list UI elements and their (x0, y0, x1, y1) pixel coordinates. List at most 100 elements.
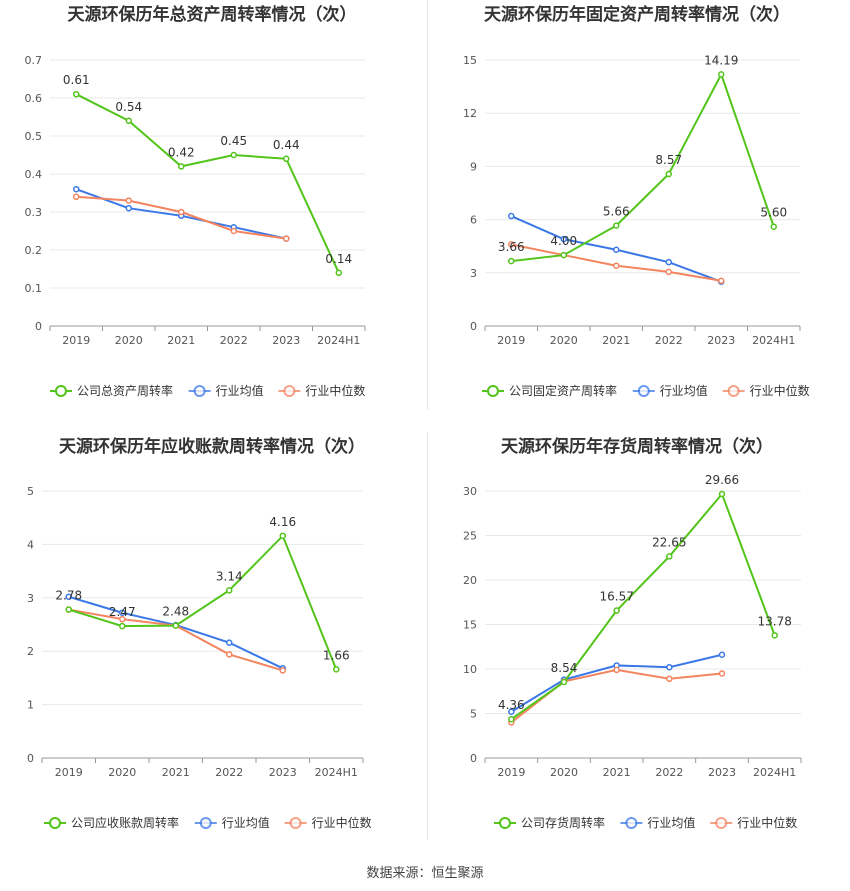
data-point-company (718, 71, 725, 78)
x-tick-label: 2020 (115, 334, 143, 347)
data-point-avg (508, 708, 515, 715)
legend-item-company: 公司存货周转率 (494, 815, 605, 830)
data-point-avg (226, 639, 233, 646)
y-tick-label: 0.5 (25, 130, 43, 143)
legend-marker-icon (637, 385, 650, 397)
legend-marker-icon (625, 817, 638, 829)
x-tick-label: 2021 (162, 766, 190, 779)
legend-item-avg: 行业均值 (620, 815, 695, 830)
legend-label: 公司固定资产周转率 (509, 383, 617, 398)
data-point-company (125, 117, 132, 125)
y-tick-label: 30 (463, 485, 477, 498)
legend-marker-icon (55, 385, 67, 397)
data-point-company (718, 490, 726, 498)
data-point-company (560, 678, 568, 686)
data-point-company (178, 163, 185, 170)
y-tick-label: 0.7 (25, 54, 43, 67)
data-label: 22.65 (652, 535, 686, 549)
data-label: 4.00 (550, 234, 577, 248)
y-tick-label: 0.3 (25, 206, 43, 219)
y-tick-label: 0 (35, 320, 42, 333)
data-point-avg (508, 212, 515, 220)
data-label: 4.16 (269, 515, 296, 529)
data-point-company (65, 606, 72, 613)
data-point-avg (666, 663, 673, 671)
x-tick-label: 2023 (272, 334, 300, 347)
y-tick-label: 0 (470, 320, 477, 333)
data-point-company (560, 251, 567, 259)
data-label: 3.14 (216, 569, 243, 583)
x-tick-label: 2019 (497, 766, 525, 779)
data-label: 8.54 (551, 661, 578, 675)
legend-item-median: 行业中位数 (710, 815, 797, 830)
data-point-company (226, 587, 233, 594)
data-point-avg (665, 258, 672, 266)
y-tick-label: 0.4 (25, 168, 43, 181)
x-tick-label: 2023 (269, 766, 297, 779)
data-point-avg (119, 609, 126, 617)
data-point-median (613, 262, 620, 269)
data-point-avg (65, 593, 72, 600)
data-point-avg (125, 204, 132, 212)
x-tick-label: 2024H1 (315, 766, 358, 779)
y-tick-label: 5 (470, 708, 477, 721)
data-point-median (119, 615, 126, 623)
data-label: 16.57 (599, 590, 633, 604)
data-label: 5.66 (603, 205, 630, 219)
y-tick-label: 15 (463, 54, 477, 67)
data-point-avg (718, 651, 726, 659)
data-label: 0.61 (63, 73, 90, 87)
data-label: 0.14 (325, 252, 352, 266)
x-tick-label: 2024H1 (753, 766, 796, 779)
legend-item-avg: 行业均值 (188, 383, 264, 398)
data-point-company (279, 532, 286, 540)
data-point-company (333, 666, 340, 673)
data-label: 14.19 (704, 53, 738, 67)
y-tick-label: 3 (470, 267, 477, 280)
chart-title: 天源环保历年总资产周转率情况（次） (68, 4, 357, 25)
data-point-company (770, 223, 777, 230)
legend-label: 公司应收账款周转率 (71, 815, 179, 830)
data-point-median (283, 235, 290, 242)
data-point-median (665, 268, 672, 276)
legend-marker-icon (49, 817, 61, 829)
data-point-median (508, 241, 515, 248)
x-tick-label: 2021 (602, 334, 630, 347)
legend-marker-icon (283, 385, 296, 397)
x-tick-label: 2022 (655, 334, 683, 347)
legend-item-median: 行业中位数 (722, 383, 810, 398)
x-tick-label: 2024H1 (317, 334, 360, 347)
legend-item-median: 行业中位数 (278, 383, 365, 398)
data-point-avg (560, 235, 567, 243)
legend-label: 行业中位数 (750, 383, 810, 398)
data-point-median (226, 651, 233, 658)
legend-label: 行业均值 (647, 815, 695, 830)
x-tick-label: 2022 (215, 766, 243, 779)
data-point-avg (613, 246, 620, 253)
legend-label: 行业均值 (660, 383, 708, 398)
chart-title: 天源环保历年固定资产周转率情况（次） (484, 4, 790, 25)
data-label: 13.78 (757, 614, 791, 628)
x-tick-label: 2022 (655, 766, 683, 779)
legend-marker-icon (193, 385, 206, 397)
x-tick-label: 2021 (167, 334, 195, 347)
data-point-company (73, 90, 80, 98)
data-point-median (279, 667, 286, 674)
y-tick-label: 12 (463, 107, 477, 120)
data-point-company (283, 155, 290, 163)
data-point-company (613, 607, 620, 614)
chart-1: 天源环保历年总资产周转率情况（次） 0 0.1 0.2 0.3 0.4 0.5 0.6 0.7 2… (25, 4, 366, 398)
legend-item-avg: 行业均值 (632, 383, 708, 398)
data-point-avg (73, 185, 80, 193)
vertical-divider-bottom (427, 432, 428, 840)
data-label: 0.44 (273, 138, 300, 152)
vertical-divider-top (427, 0, 428, 410)
series-line-company (510, 492, 776, 721)
data-point-median (613, 666, 620, 674)
data-point-company (666, 553, 673, 560)
x-tick-label: 2023 (707, 334, 735, 347)
legend-item-company: 公司应收账款周转率 (44, 815, 179, 830)
y-tick-label: 10 (463, 663, 477, 676)
legend-label: 公司总资产周转率 (77, 383, 173, 398)
